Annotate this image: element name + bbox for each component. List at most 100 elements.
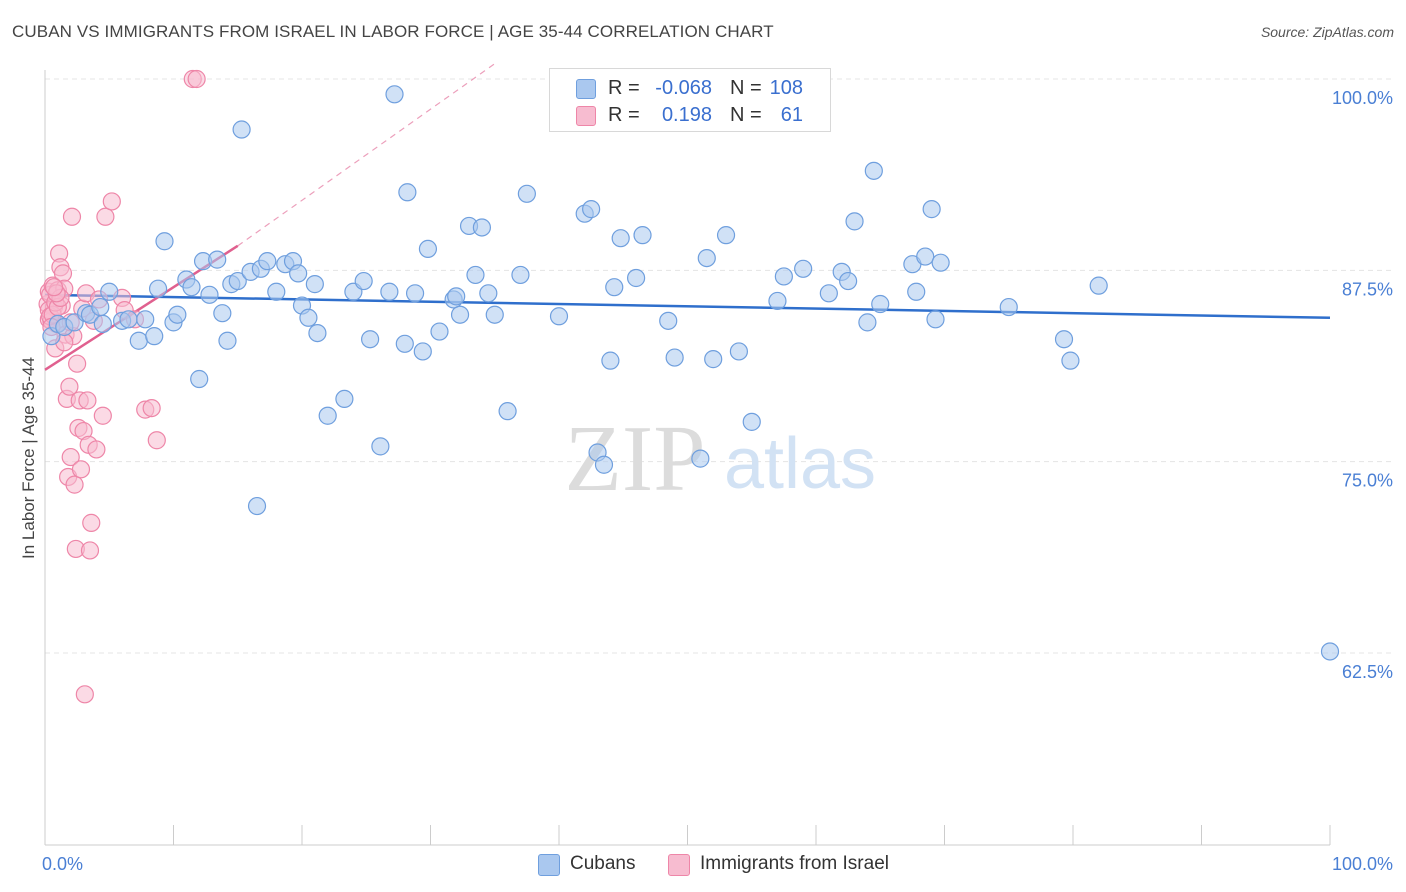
cubans-point <box>794 259 813 278</box>
y-tick-label: 75.0% <box>1342 471 1393 491</box>
cubans-legend-label: Cubans <box>570 853 636 874</box>
cubans-swatch <box>576 79 596 99</box>
cubans-point <box>318 406 337 425</box>
cubans-point <box>267 282 286 301</box>
watermark: ZIP atlas <box>565 407 877 511</box>
cubans-point <box>601 351 620 370</box>
cubans-point <box>447 287 466 306</box>
cubans-point <box>659 311 678 330</box>
cubans-point <box>136 310 155 329</box>
cubans-point <box>232 120 251 139</box>
cubans-point <box>1089 276 1108 295</box>
israel-point <box>96 207 115 226</box>
israel-point <box>61 447 80 467</box>
israel-point <box>62 207 82 226</box>
israel-point <box>65 475 84 494</box>
cubans-point <box>258 252 277 271</box>
cubans-point <box>145 327 164 346</box>
correlation-legend: R = -0.068 N = 108 R = 0.198 N = 61 <box>549 68 831 132</box>
cubans-point <box>472 218 491 237</box>
israel-point <box>142 398 161 418</box>
r-value: -0.068 <box>655 77 712 99</box>
israel-point <box>60 377 79 396</box>
cubans-trend-line <box>44 293 1331 320</box>
cubans-point <box>380 282 399 301</box>
cubans-point <box>208 250 227 269</box>
cubans-point <box>819 284 838 303</box>
cubans-point <box>190 369 209 389</box>
cubans-point <box>395 334 414 353</box>
series-legend: Cubans Immigrants from Israel <box>0 852 1406 878</box>
cubans-point <box>213 304 232 323</box>
axis-layer <box>44 70 1331 846</box>
israel-point <box>44 278 64 297</box>
cubans-point <box>168 305 187 324</box>
x-tick-label-max: 100.0% <box>1332 854 1393 874</box>
cubans-point <box>305 275 324 294</box>
cubans-point <box>1320 642 1340 661</box>
cubans-point <box>768 291 787 311</box>
israel-point <box>78 391 97 410</box>
series-israel-points <box>38 69 206 704</box>
cubans-point <box>100 282 119 301</box>
cubans-point <box>450 305 470 324</box>
cubans-point <box>931 253 950 272</box>
chart-source: Source: ZipAtlas.com <box>1260 24 1394 40</box>
cubans-point <box>335 389 354 409</box>
cubans-point <box>129 331 148 350</box>
cubans-point <box>691 449 710 468</box>
israel-legend-swatch <box>668 854 690 876</box>
cubans-point <box>466 265 485 285</box>
cubans-point <box>354 271 373 291</box>
cubans-point <box>413 342 432 361</box>
israel-point <box>102 192 121 211</box>
cubans-point <box>218 331 237 350</box>
cubans-point <box>858 313 877 332</box>
grid-layer <box>45 78 1395 654</box>
cubans-point <box>729 342 749 361</box>
cubans-point <box>517 184 536 203</box>
n-value: 108 <box>769 77 803 99</box>
cubans-point <box>742 412 761 431</box>
cubans-point <box>916 247 935 266</box>
cubans-point <box>511 265 530 285</box>
r-value: 0.198 <box>661 104 712 126</box>
cubans-point <box>371 437 390 456</box>
n-label: N = <box>730 77 762 99</box>
cubans-point <box>839 271 858 291</box>
cubans-point <box>398 183 417 202</box>
israel-point <box>68 354 87 373</box>
cubans-point <box>479 284 498 303</box>
cubans-point <box>182 278 201 297</box>
cubans-point <box>665 348 684 367</box>
israel-point <box>87 440 106 459</box>
israel-swatch <box>576 106 596 126</box>
cubans-point <box>999 297 1018 317</box>
cubans-point <box>1054 330 1074 349</box>
cubans-point <box>91 297 110 317</box>
cubans-point <box>361 330 380 349</box>
cubans-point <box>922 200 941 219</box>
israel-point <box>82 513 101 532</box>
legend-row-cubans: R = -0.068 N = 108 <box>550 75 830 101</box>
cubans-point <box>485 305 504 324</box>
y-tick-label: 100.0% <box>1332 88 1393 108</box>
cubans-point <box>200 285 219 304</box>
cubans-point <box>611 229 630 248</box>
cubans-point <box>498 402 517 421</box>
cubans-legend-swatch <box>538 854 560 876</box>
tick-labels: 62.5% 75.0% 87.5% 100.0% 0.0% 100.0% In Labor … <box>19 88 1393 874</box>
watermark-zip: ZIP <box>565 407 706 511</box>
n-label: N = <box>730 104 762 126</box>
cubans-point <box>626 268 646 288</box>
cubans-point <box>845 212 864 231</box>
y-tick-label: 87.5% <box>1342 279 1393 299</box>
cubans-point <box>1061 351 1080 370</box>
cubans-point <box>716 226 736 245</box>
cubans-point <box>385 85 404 104</box>
cubans-point <box>405 284 425 303</box>
cubans-point <box>247 496 267 516</box>
r-label: R = <box>608 104 640 126</box>
y-axis-label: In Labor Force | Age 35-44 <box>19 357 38 559</box>
